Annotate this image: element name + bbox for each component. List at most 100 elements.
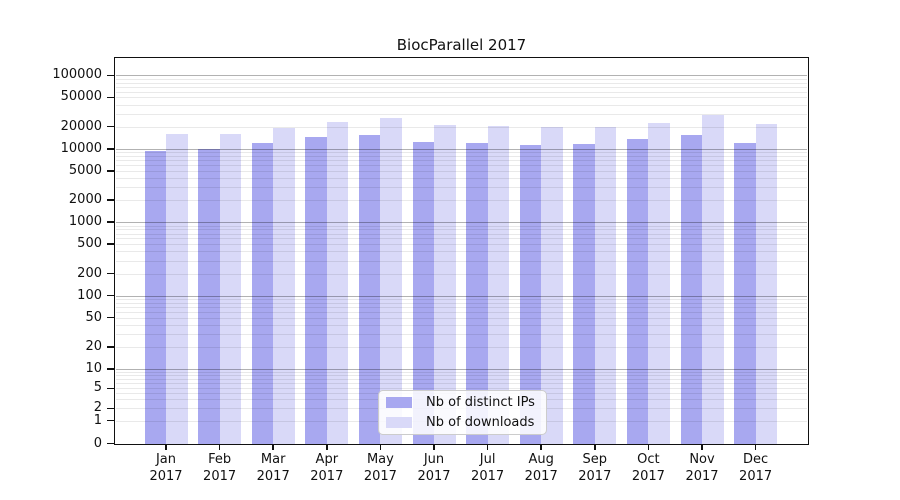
- bar-distinct-ips: [412, 141, 434, 444]
- legend-swatch-distinct-ips: [386, 397, 412, 408]
- x-tick-label: Mar 2017: [256, 452, 290, 484]
- y-tick-mark: [107, 170, 115, 172]
- gridline-minor: [116, 251, 807, 253]
- gridline-minor: [116, 91, 807, 93]
- y-tick-label: 200: [77, 265, 102, 281]
- gridline-minor: [116, 97, 807, 99]
- y-tick-mark: [107, 272, 115, 275]
- bar-distinct-ips: [680, 135, 702, 444]
- x-tick-label: Jan 2017: [149, 452, 183, 484]
- x-tick-mark: [540, 445, 542, 450]
- y-tick-label: 10: [85, 361, 102, 376]
- x-tick-label: Jul 2017: [471, 452, 505, 484]
- y-tick-label: 1: [93, 412, 102, 428]
- x-tick-mark: [165, 445, 167, 450]
- y-tick-label: 50: [85, 309, 102, 325]
- bar-distinct-ips: [144, 150, 166, 444]
- gridline-minor: [116, 302, 807, 304]
- gridline-minor: [116, 126, 807, 128]
- gridline-minor: [116, 371, 807, 373]
- bar-distinct-ips: [358, 135, 381, 444]
- x-tick-mark: [218, 445, 221, 450]
- gridline-minor: [116, 244, 807, 246]
- gridline-minor: [116, 155, 807, 157]
- y-tick-mark: [107, 346, 115, 348]
- legend-label-distinct-ips: Nb of distinct IPs: [426, 395, 535, 410]
- gridline-minor: [116, 113, 807, 115]
- bar-downloads: [594, 127, 617, 444]
- y-tick-label: 50000: [60, 89, 102, 105]
- bar-distinct-ips: [519, 144, 542, 444]
- y-tick-label: 1000: [68, 214, 102, 230]
- gridline-minor: [116, 152, 807, 154]
- y-tick-mark: [107, 407, 115, 410]
- bar-distinct-ips: [198, 149, 220, 444]
- y-tick-mark: [107, 125, 115, 128]
- gridline-minor: [116, 229, 807, 231]
- x-tick-mark: [754, 445, 757, 450]
- gridline-minor: [116, 375, 807, 377]
- gridline-minor: [116, 238, 807, 240]
- gridline-minor: [116, 306, 807, 308]
- y-tick-mark: [107, 221, 115, 223]
- bar-distinct-ips: [573, 144, 595, 444]
- x-tick-label: Dec 2017: [739, 452, 773, 484]
- x-tick-label: Apr 2017: [310, 452, 344, 484]
- gridline-major: [116, 369, 807, 370]
- bar-distinct-ips: [734, 142, 756, 444]
- y-tick-label: 100: [77, 287, 102, 303]
- gridline-minor: [116, 311, 807, 313]
- gridline-minor: [116, 324, 807, 326]
- x-tick-mark: [486, 445, 489, 450]
- x-tick-label: Nov 2017: [685, 452, 719, 484]
- gridline-minor: [116, 383, 807, 385]
- y-tick-label: 2000: [68, 192, 102, 208]
- legend-row-downloads: Nb of downloads: [379, 414, 546, 431]
- y-tick-mark: [107, 442, 115, 445]
- x-tick-mark: [701, 445, 703, 450]
- x-tick-mark: [379, 445, 382, 450]
- bar-distinct-ips: [466, 142, 488, 444]
- y-tick-mark: [107, 199, 115, 201]
- gridline-major: [116, 75, 807, 77]
- gridline-minor: [116, 388, 807, 390]
- gridline-minor: [116, 333, 807, 335]
- gridline-minor: [116, 233, 807, 235]
- gridline-minor: [116, 200, 807, 202]
- bar-downloads: [166, 134, 188, 444]
- bar-downloads: [648, 122, 670, 444]
- bar-downloads: [702, 114, 724, 444]
- legend-swatch-downloads: [386, 417, 412, 428]
- gridline-minor: [116, 225, 807, 227]
- x-tick-label: Feb 2017: [203, 452, 237, 484]
- x-tick-mark: [647, 445, 650, 450]
- x-tick-mark: [326, 445, 328, 450]
- y-tick-mark: [107, 96, 115, 99]
- gridline-minor: [116, 346, 807, 348]
- x-tick-label: Jun 2017: [417, 452, 451, 484]
- bar-downloads: [380, 118, 402, 444]
- y-tick-label: 20000: [60, 118, 102, 134]
- y-tick-label: 20: [85, 338, 102, 354]
- y-tick-mark: [107, 368, 115, 370]
- gridline-minor: [116, 104, 807, 106]
- bar-downloads: [219, 134, 242, 444]
- gridline-major: [116, 222, 807, 224]
- x-tick-mark: [433, 445, 435, 450]
- gridline-minor: [116, 78, 807, 80]
- gridline-minor: [116, 378, 807, 380]
- bar-distinct-ips: [305, 137, 327, 444]
- y-tick-mark: [107, 243, 115, 246]
- bar-downloads: [434, 125, 456, 444]
- gridline-major: [116, 148, 807, 150]
- bar-distinct-ips: [626, 139, 649, 444]
- bar-downloads: [755, 124, 778, 444]
- gridline-minor: [116, 298, 807, 300]
- x-tick-mark: [594, 445, 596, 450]
- gridline-minor: [116, 165, 807, 167]
- legend: Nb of distinct IPs Nb of downloads: [378, 390, 547, 435]
- gridline-minor: [116, 160, 807, 162]
- y-tick-mark: [107, 148, 115, 150]
- y-tick-mark: [107, 419, 115, 422]
